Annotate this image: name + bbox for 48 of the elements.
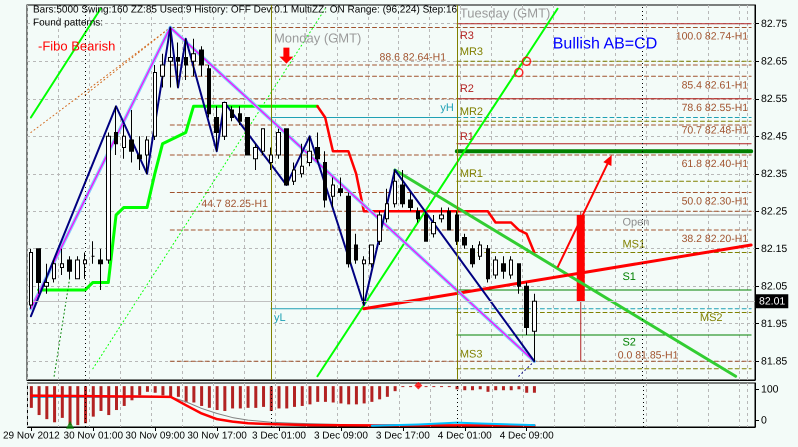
series-label: yL <box>274 312 286 324</box>
y-tick-label: 100 <box>761 383 779 396</box>
series-label: MS3 <box>460 348 482 360</box>
ref-line-label: 82.01 <box>759 295 786 308</box>
series-label: 50.0 82.30-H1 <box>682 196 748 208</box>
annotation: Tuesday (GMT) <box>460 6 550 20</box>
x-tick-label: 4 Dec 01:00 <box>438 430 492 442</box>
series-label: R3 <box>460 30 474 42</box>
y-tick-label: 82.05 <box>761 280 788 292</box>
series-label: MR1 <box>460 168 484 180</box>
series-label: 38.2 82.20-H1 <box>682 233 748 245</box>
series-label: 88.6 82.64-H1 <box>380 52 446 64</box>
annotation: Monday (GMT) <box>274 30 362 46</box>
series-label: Open <box>622 216 650 228</box>
series-label: MS1 <box>622 238 646 250</box>
y-tick-label: 82.35 <box>761 168 788 180</box>
series-label: MR3 <box>460 46 484 58</box>
annotation: Bullish AB=CD <box>552 36 658 52</box>
x-tick-label: 30 Nov 17:00 <box>187 430 248 442</box>
series-label: S2 <box>622 336 636 348</box>
series-label: 44.7 82.25-H1 <box>201 198 268 210</box>
series-label: MS2 <box>700 312 723 324</box>
x-tick-label: 3 Dec 09:00 <box>314 430 368 442</box>
series-label: R2 <box>460 83 474 95</box>
y-tick-label: 82.75 <box>761 18 788 30</box>
series-label: MR2 <box>460 106 484 118</box>
series-label: S1 <box>622 271 636 283</box>
series-label: 85.4 82.61-H1 <box>682 79 748 92</box>
series-label: 0.0 81.85-H1 <box>618 349 679 362</box>
x-tick-label: 4 Dec 09:00 <box>500 430 554 442</box>
y-tick-label: 0 <box>761 414 767 427</box>
x-tick-label: 29 Nov 2012 <box>2 430 60 442</box>
y-tick-label: 82.65 <box>761 55 788 68</box>
series-label: yH <box>440 102 454 114</box>
series-label: 100.0 82.74-H1 <box>676 30 748 42</box>
series-label: 61.8 82.40-H1 <box>682 158 748 170</box>
x-tick-label: 3 Dec 01:00 <box>252 430 306 442</box>
y-tick-label: 82.25 <box>761 205 788 218</box>
y-tick-label: 81.95 <box>761 318 788 330</box>
y-tick-label: 82.45 <box>761 130 788 142</box>
series-label: 70.7 82.48-H1 <box>682 124 748 137</box>
x-tick-label: 30 Nov 09:00 <box>125 430 186 442</box>
y-tick-label: 82.55 <box>761 92 788 105</box>
x-tick-label: 3 Dec 17:00 <box>376 430 430 442</box>
series-label: 78.6 82.55-H1 <box>682 102 748 114</box>
x-tick-label: 30 Nov 01:00 <box>64 430 124 442</box>
y-tick-label: 82.15 <box>761 242 788 255</box>
y-tick-label: 81.85 <box>761 355 788 368</box>
